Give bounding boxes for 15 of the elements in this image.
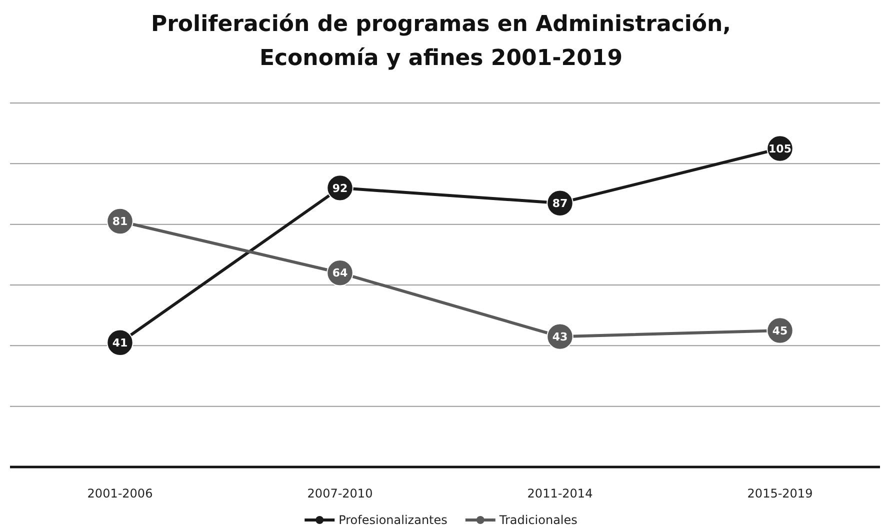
data-label: 45	[772, 324, 788, 338]
chart-title: Proliferación de programas en Administración, Economía y afines 2001-2019	[150, 11, 732, 73]
data-label: 41	[112, 336, 128, 350]
legend-label: Profesionalizantes	[338, 513, 448, 528]
data-label: 43	[552, 330, 568, 344]
data-label: 105	[768, 142, 792, 156]
data-label: 92	[332, 182, 348, 195]
data-label: 81	[112, 215, 128, 228]
legend-label: Tradicionales	[498, 513, 578, 528]
x-tick-label: 2001-2006	[87, 486, 153, 501]
data-label: 64	[332, 266, 348, 280]
x-tick-label: 2011-2014	[527, 486, 593, 501]
x-tick-label: 2007-2010	[307, 486, 373, 501]
data-label: 87	[552, 196, 568, 210]
x-tick-label: 2015-2019	[747, 486, 813, 501]
